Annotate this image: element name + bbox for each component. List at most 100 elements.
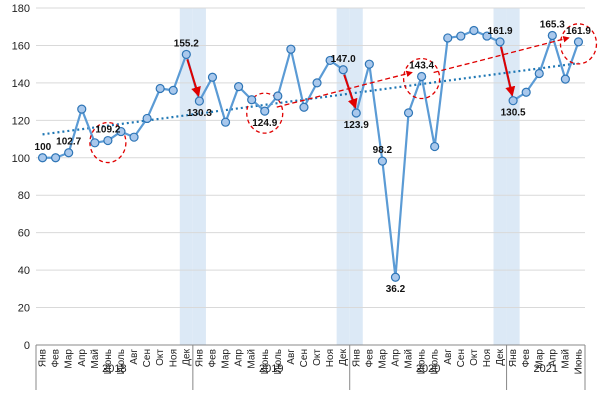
rise-arrow — [433, 36, 570, 74]
x-tick-label: Фев — [207, 349, 218, 367]
data-point — [573, 37, 584, 47]
data-point — [299, 102, 309, 112]
y-tick-label: 80 — [18, 190, 30, 202]
highlight-band — [349, 8, 363, 345]
data-point — [521, 87, 531, 97]
data-point — [273, 91, 283, 101]
x-tick-label: Июнь — [417, 349, 428, 374]
circled-point — [402, 57, 441, 100]
data-point — [377, 156, 387, 166]
x-tick-label: Июль — [116, 349, 127, 375]
data-label: 147.0 — [331, 54, 356, 65]
x-tick-label: Мар — [534, 349, 545, 369]
highlight-band — [506, 8, 520, 345]
x-tick-label: Май — [247, 349, 258, 369]
data-point — [364, 59, 374, 69]
year-label: 2020 — [416, 363, 440, 375]
data-point — [77, 104, 87, 114]
x-tick-label: Май — [560, 349, 571, 369]
data-label: 130.5 — [501, 108, 526, 119]
data-point — [351, 108, 361, 118]
data-point — [286, 44, 296, 54]
x-tick-label: Янв — [38, 349, 49, 367]
data-point — [260, 106, 270, 116]
data-point — [181, 49, 191, 60]
data-label: 36.2 — [386, 284, 406, 295]
data-point — [495, 37, 505, 47]
data-label: 130.3 — [187, 108, 212, 119]
x-tick-label: Дек — [495, 348, 506, 365]
year-label: 2021 — [534, 363, 558, 375]
data-point — [129, 132, 139, 142]
highlight-band — [192, 8, 206, 345]
circled-point — [246, 92, 284, 134]
x-tick-label: Фев — [364, 349, 375, 367]
data-label: 143.4 — [409, 61, 434, 72]
x-tick-label: Июнь — [573, 349, 584, 374]
y-tick-label: 160 — [12, 40, 30, 52]
drop-arrow — [343, 74, 358, 109]
data-point — [547, 30, 557, 41]
year-label: 2018 — [102, 363, 126, 375]
x-tick-label: Мар — [221, 349, 232, 369]
data-point — [220, 117, 231, 127]
circled-point — [559, 23, 598, 65]
data-point — [325, 55, 335, 66]
data-point — [116, 126, 126, 137]
y-tick-label: 20 — [18, 303, 30, 315]
x-tick-label: Июль — [430, 349, 441, 375]
x-tick-label: Янв — [508, 349, 519, 367]
data-point — [508, 96, 518, 106]
x-tick-label: Апр — [390, 349, 401, 367]
data-point — [469, 25, 479, 36]
y-tick-label: 40 — [18, 265, 30, 277]
x-tick-label: Окт — [312, 349, 323, 366]
y-tick-label: 180 — [12, 3, 30, 15]
x-tick-label: Мар — [377, 349, 388, 369]
x-tick-label: Авг — [129, 349, 140, 365]
data-label: 123.9 — [344, 120, 369, 131]
data-point — [560, 74, 570, 84]
highlight-band — [179, 8, 193, 345]
drop-arrow — [186, 59, 201, 97]
x-tick-label: Апр — [547, 349, 558, 367]
data-point — [207, 72, 218, 82]
data-point — [234, 82, 244, 92]
x-tick-label: Ноя — [168, 349, 179, 367]
y-tick-label: 60 — [18, 228, 30, 240]
data-point — [64, 148, 74, 158]
drop-arrow — [500, 46, 516, 97]
data-label: 161.9 — [488, 26, 513, 37]
data-point — [456, 31, 466, 41]
x-tick-label: Янв — [194, 349, 205, 367]
circled-point — [89, 121, 127, 164]
x-tick-label: Дек — [181, 348, 192, 365]
x-tick-label: Сен — [299, 349, 310, 367]
x-tick-label: Май — [90, 349, 101, 369]
y-tick-label: 140 — [12, 78, 30, 90]
data-point — [103, 135, 113, 146]
data-point — [534, 68, 544, 79]
data-point — [482, 31, 492, 41]
x-tick-label: Май — [404, 349, 415, 369]
x-tick-label: Авг — [443, 349, 454, 365]
x-tick-label: Ноя — [325, 349, 336, 367]
data-label: 100 — [35, 142, 52, 153]
x-tick-label: Апр — [234, 349, 245, 367]
x-tick-label: Июль — [273, 349, 284, 375]
data-point — [168, 85, 178, 95]
x-tick-label: Фев — [51, 349, 62, 367]
x-tick-label: Ноя — [482, 349, 493, 367]
rise-arrow — [276, 70, 413, 108]
data-point — [312, 78, 322, 88]
data-point — [51, 153, 61, 163]
y-tick-label: 120 — [12, 115, 30, 127]
x-tick-label: Мар — [64, 349, 75, 369]
x-tick-label: Июнь — [103, 349, 114, 374]
year-label: 2019 — [259, 363, 283, 375]
data-point — [403, 108, 414, 118]
y-tick-label: 0 — [24, 340, 30, 352]
x-tick-label: Сен — [456, 349, 467, 367]
data-label: 102.7 — [56, 137, 81, 148]
